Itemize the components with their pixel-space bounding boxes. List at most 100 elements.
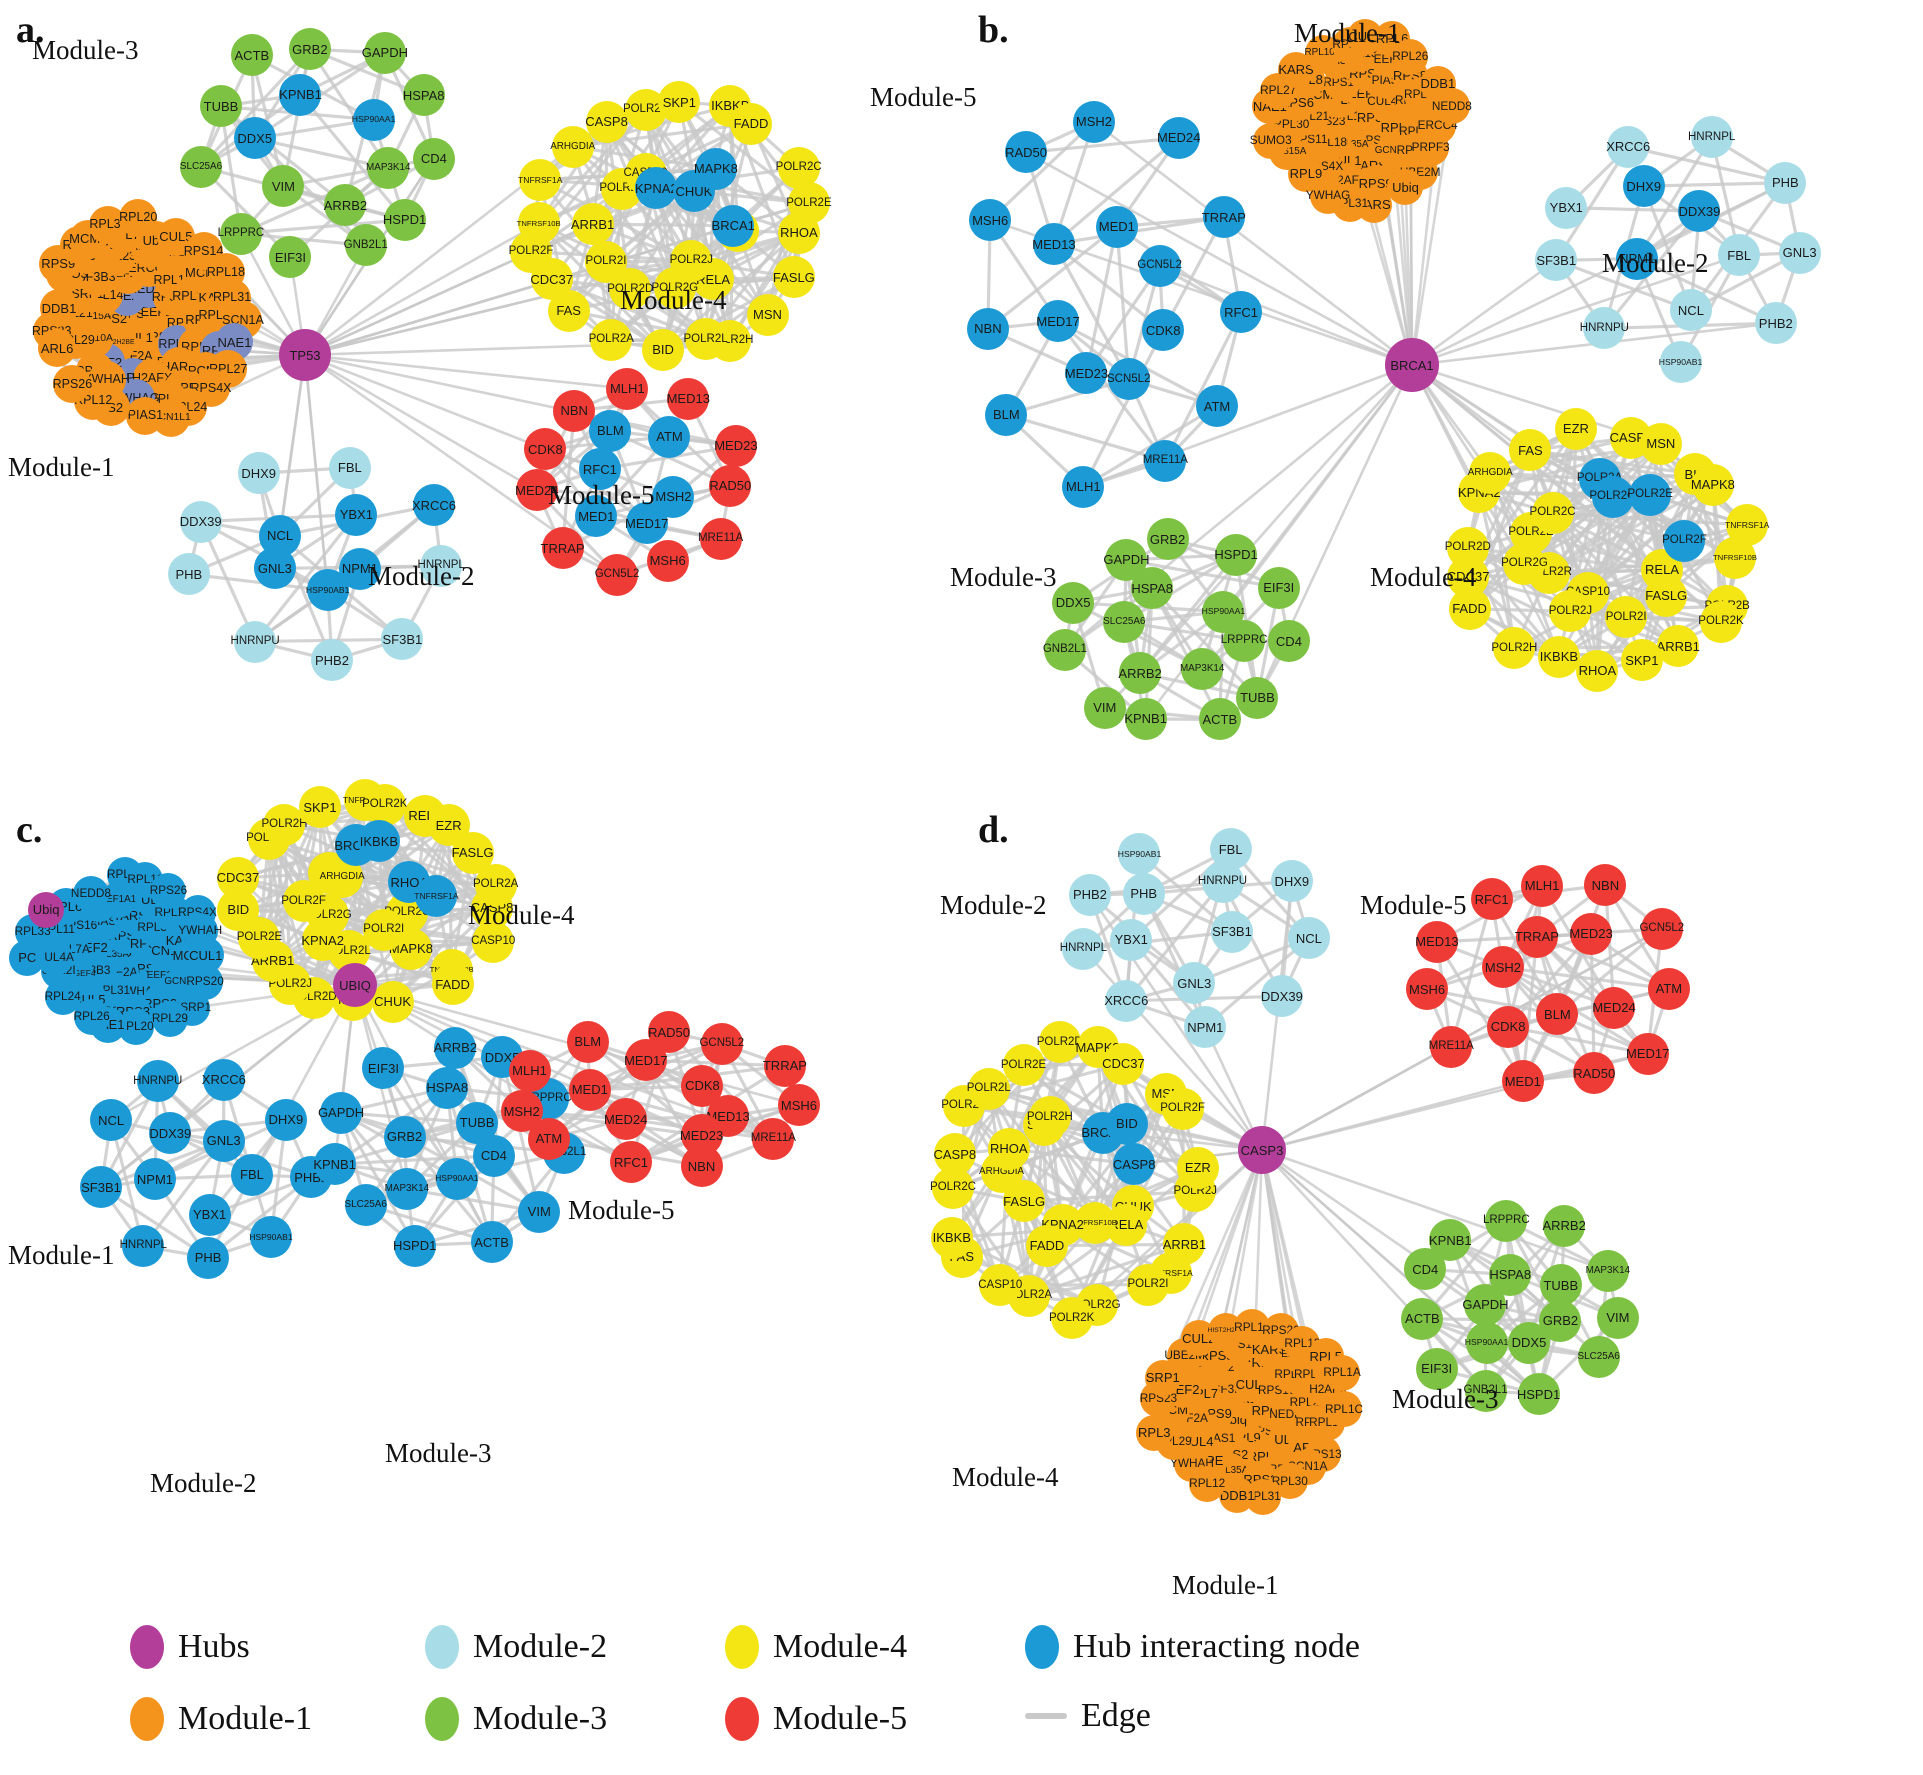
network-node[interactable]: MED1 [568,1068,611,1111]
network-node[interactable]: MSH6 [777,1084,820,1127]
network-node[interactable]: SKP1 [1620,639,1663,682]
network-node[interactable]: XRCC6 [1104,979,1148,1022]
hub-node-ubiq[interactable]: UBIQ [333,963,377,1007]
network-node[interactable]: RAD50 [709,464,752,507]
network-node[interactable]: HSPA8 [426,1066,469,1109]
network-node[interactable]: MAPK8 [1691,463,1735,506]
network-node[interactable]: POLR2E [786,182,832,225]
network-node[interactable]: POLR2E [1628,473,1673,516]
network-node[interactable]: HNRNPL [1688,116,1735,159]
network-node[interactable]: CASP8 [585,100,628,143]
network-node[interactable]: ATM [1647,967,1690,1010]
network-node[interactable]: MED17 [1626,1032,1669,1075]
network-node[interactable]: LRPPRC [218,212,264,255]
network-node[interactable]: ACTB [470,1221,513,1264]
network-node[interactable]: ARRB2 [1542,1204,1586,1247]
network-node[interactable]: PHB [1122,872,1165,915]
network-node[interactable]: XRCC6 [1606,125,1650,168]
network-node[interactable]: BID [1105,1102,1148,1145]
network-node[interactable]: MLH1 [508,1049,551,1092]
network-node[interactable]: CASP8 [934,1133,976,1176]
network-node[interactable]: TUBB [1539,1264,1582,1307]
network-node[interactable]: FADD [730,102,773,145]
network-node[interactable]: TRRAP [541,527,585,570]
network-node[interactable]: POLR2H [1027,1096,1073,1139]
network-node[interactable]: IKBKB [930,1216,973,1259]
network-node[interactable]: GCN5L2 [1639,907,1684,950]
network-node[interactable]: FBL [328,446,371,489]
network-node[interactable]: MSH6 [646,539,689,582]
network-node[interactable]: DDX5 [233,117,276,160]
network-node[interactable]: RFC1 [1470,878,1513,921]
network-node[interactable]: HNRNPU [133,1060,182,1103]
network-node[interactable]: MED23 [680,1114,723,1157]
network-node[interactable]: HSP90AA1 [1465,1321,1508,1364]
network-node[interactable]: KPNB1 [313,1143,356,1186]
network-node[interactable]: GRB2 [1146,518,1189,561]
network-node[interactable]: FBL [230,1153,273,1196]
network-node[interactable]: DDX39 [179,500,222,543]
network-node[interactable]: POLR2F [1662,519,1707,562]
network-node[interactable]: ARHGDIA [550,125,595,168]
network-node[interactable]: HSP90AB1 [306,569,349,612]
network-node[interactable]: LRPPRC [1483,1199,1530,1242]
network-node[interactable]: SCN5L2 [1107,358,1150,401]
network-node[interactable]: FASLG [1645,574,1688,617]
network-node[interactable]: EZR [1554,407,1597,450]
network-node[interactable]: HSPA8 [402,74,445,117]
network-node[interactable]: ARRB1 [571,203,614,246]
network-node[interactable]: DHX9 [1270,860,1313,903]
network-node[interactable]: DHX9 [1622,165,1665,208]
network-node[interactable]: SLC25A6 [345,1183,387,1226]
network-node[interactable]: GCN5L2 [595,553,639,596]
network-node[interactable]: ACTB [1401,1297,1444,1340]
network-node[interactable]: MED24 [1157,116,1200,159]
network-node[interactable]: PHB2 [1068,873,1111,916]
network-node[interactable]: MLH1 [1062,465,1105,508]
network-node[interactable]: MLH1 [606,367,649,410]
network-node[interactable]: ACTB [1198,698,1241,741]
network-node[interactable]: MED13 [1415,920,1459,963]
network-node[interactable]: DDX5 [1507,1321,1550,1364]
network-node[interactable]: RPS26 [150,872,187,909]
network-node[interactable]: RFC1 [610,1141,652,1183]
network-node[interactable]: YBX1 [1110,918,1153,961]
network-node[interactable]: HNRNPU [1198,861,1247,904]
network-node[interactable]: MAP3K14 [1180,647,1224,690]
network-node[interactable]: CDC37 [217,856,259,899]
network-node[interactable]: SKP1 [298,786,341,829]
network-node[interactable]: HSP90AA1 [352,98,395,141]
network-node[interactable]: GCN5L2 [1137,245,1182,288]
network-node[interactable]: EIF3I [1257,566,1300,609]
network-node[interactable]: VIM [1083,686,1126,729]
network-node[interactable]: NEDD8 [71,875,111,912]
network-node[interactable]: HSPD1 [1517,1373,1560,1416]
network-node[interactable]: POLR2I [1126,1263,1169,1306]
network-node[interactable]: DHX9 [237,452,280,495]
network-node[interactable]: GAPDH [318,1091,364,1134]
hub-node-brca1[interactable]: BRCA1 [1385,338,1439,392]
network-node[interactable]: Ubiq [28,891,65,928]
network-node[interactable]: POLR2G [1589,475,1636,518]
network-node[interactable]: MED1 [1095,205,1138,248]
network-node[interactable]: RPL26 [74,998,110,1035]
hub-node-casp3[interactable]: CASP3 [1238,1126,1286,1174]
network-node[interactable]: YBX1 [335,493,378,536]
network-node[interactable]: DDB1 [39,289,78,328]
network-node[interactable]: ARL6 [38,329,77,368]
network-node[interactable]: MSH2 [500,1090,543,1133]
network-node[interactable]: HSPD1 [383,198,426,241]
network-node[interactable]: GCN5L2 [699,1022,744,1065]
network-node[interactable]: VIM [1596,1296,1639,1339]
network-node[interactable]: HNRNPU [231,620,280,663]
network-node[interactable]: HSPA8 [1489,1253,1532,1296]
network-node[interactable]: FADD [431,963,474,1006]
network-node[interactable]: PHB [187,1236,230,1279]
network-node[interactable]: PIAS1 [126,396,165,435]
network-node[interactable]: GRB2 [288,28,331,71]
network-node[interactable]: XRCC6 [412,484,456,527]
network-node[interactable]: MSH6 [969,199,1012,242]
network-node[interactable]: GNB2L1 [344,224,388,267]
network-node[interactable]: GNL3 [1778,231,1821,274]
network-node[interactable]: MED23 [714,424,758,467]
